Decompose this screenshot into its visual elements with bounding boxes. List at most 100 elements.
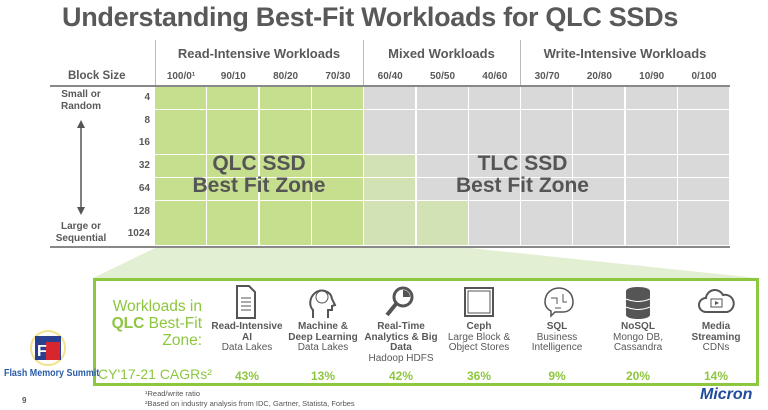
qlc-cell [207,177,259,200]
workloads-heading: Workloads in QLC Best-Fit Zone: [96,298,202,349]
workload-item: Machine & Deep Learning Data Lakes [286,321,360,354]
tlc-cell [468,200,520,223]
qlc-cell [207,87,259,109]
tlc-cell [416,155,468,178]
qlc-cell [259,177,311,200]
group-mixed: Mixed Workloads [388,46,495,61]
qlc-zone-line2: Best Fit Zone [192,174,326,197]
tlc-cell [573,177,625,200]
tlc-cell [468,87,520,109]
circuit-brain-icon [544,287,574,318]
column-header: 50/50 [429,71,456,82]
tlc-cell [625,177,677,200]
mixed-cell [416,200,468,223]
tlc-cell [416,177,468,200]
tlc-zone-line1: TLC SSD [477,152,568,175]
database-icon [625,287,651,319]
storage-frame-icon [464,287,494,317]
qlc-cell [311,87,363,109]
qlc-cell [155,155,206,178]
qlc-cell [259,200,311,223]
divider [155,40,156,86]
tlc-cell [678,200,729,223]
workload-cagr: 36% [466,369,492,383]
workloads-box [93,278,759,386]
bottom-rule [50,246,730,248]
qlc-cell [311,132,363,155]
tlc-cell [416,132,468,155]
workload-subtitle: Data Lakes [297,342,349,353]
tlc-cell [573,200,625,223]
fms-logo-icon: F [30,330,66,366]
tlc-cell [521,87,573,109]
workload-cagr: 14% [703,369,729,383]
tlc-cell [468,155,520,178]
workload-title: NoSQL [621,321,655,332]
brain-head-icon [309,289,337,318]
qlc-zone-label: QLC SSD Best Fit Zone [155,153,363,197]
workload-cagr: 20% [625,369,651,383]
tlc-cell [625,155,677,178]
tlc-cell [573,223,625,246]
large-sequential-label: Large or Sequential [55,221,107,244]
tlc-cell [625,223,677,246]
row-label: 128 [133,205,150,217]
mixed-cell [364,223,416,246]
block-size-label: Block Size [68,70,126,82]
tlc-cell [521,109,573,132]
workload-cagr: 13% [310,369,336,383]
qlc-cell [311,200,363,223]
tlc-cell [625,109,677,132]
qlc-cell [155,87,206,109]
qlc-cell [155,200,206,223]
mixed-cell [364,155,416,178]
footnote-1: ¹Read/write ratio [145,389,201,398]
qlc-cell [207,223,259,246]
tlc-cell [573,132,625,155]
workload-subtitle: Mongo DB, Cassandra [612,331,664,353]
tlc-cell [468,109,520,132]
micron-logo: Micron [700,386,753,403]
tlc-cell [416,109,468,132]
double-arrow-icon [77,120,85,215]
tlc-cell [678,155,729,178]
qlc-cell [311,223,363,246]
column-header: 20/80 [586,71,612,82]
qlc-cell [259,155,311,178]
magnifier-chart-icon [385,286,414,317]
divider [520,40,521,86]
qlc-cell [207,155,259,178]
column-header: 70/30 [325,71,351,82]
workload-title: SQL [546,321,568,332]
small-random-label: Small or Random [61,89,101,112]
tlc-zone-line2: Best Fit Zone [455,174,589,197]
row-label: 4 [144,92,150,103]
tlc-cell [364,87,416,109]
heading-line3: Zone: [162,332,202,349]
column-header: 100/0¹ [166,71,196,82]
qlc-cell [259,109,311,132]
workload-title: Machine & Deep Learning [288,321,358,343]
cagr-label: CY'17-21 CAGRs² [98,366,212,382]
tlc-cell [573,87,625,109]
qlc-cell [155,177,206,200]
tlc-zone-label: TLC SSD Best Fit Zone [420,153,625,197]
column-header: 10/90 [639,71,665,82]
tlc-cell [678,132,729,155]
column-header: 30/70 [534,71,560,82]
workload-item: Media Streaming CDNs [679,321,753,354]
tlc-cell [416,87,468,109]
tlc-cell [521,177,573,200]
footnote-2: ²Based on industry analysis from IDC, Ga… [145,399,355,408]
fms-logo-text: Flash Memory Summit [4,367,100,379]
qlc-zone-line1: QLC SSD [212,152,306,175]
page-number: 9 [22,396,27,405]
workload-subtitle: CDNs [702,342,730,353]
qlc-cell [311,177,363,200]
workload-subtitle: Hadoop HDFS [368,352,434,364]
column-header: 60/40 [377,71,403,82]
tlc-cell [625,87,677,109]
workload-title: Real-Time Analytics & Big Data [364,321,438,353]
mixed-cell [364,177,416,200]
mixed-cell [416,223,468,246]
